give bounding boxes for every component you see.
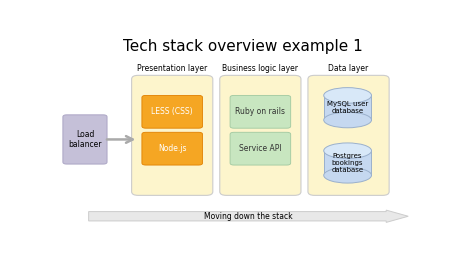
Ellipse shape [324,88,372,103]
Polygon shape [324,95,372,120]
FancyBboxPatch shape [230,95,291,128]
Text: LESS (CSS): LESS (CSS) [151,107,193,116]
FancyBboxPatch shape [142,132,202,165]
Text: Node.js: Node.js [158,144,186,153]
Text: Business logic layer: Business logic layer [222,64,298,73]
Text: Ruby on rails: Ruby on rails [236,107,285,116]
FancyBboxPatch shape [142,95,202,128]
Ellipse shape [324,112,372,128]
FancyBboxPatch shape [132,75,213,195]
Text: MySQL user
database: MySQL user database [327,101,368,114]
Polygon shape [324,151,372,175]
Text: Tech stack overview example 1: Tech stack overview example 1 [123,39,363,54]
FancyBboxPatch shape [308,75,389,195]
Ellipse shape [324,143,372,159]
Polygon shape [89,210,408,222]
FancyBboxPatch shape [220,75,301,195]
Ellipse shape [324,168,372,183]
Text: Moving down the stack: Moving down the stack [204,212,293,221]
FancyBboxPatch shape [63,115,107,164]
Text: Data layer: Data layer [328,64,369,73]
Text: Load
balancer: Load balancer [68,130,102,149]
FancyBboxPatch shape [230,132,291,165]
Text: Postgres
bookings
database: Postgres bookings database [331,153,364,173]
Text: Presentation layer: Presentation layer [137,64,207,73]
Text: Service API: Service API [239,144,282,153]
